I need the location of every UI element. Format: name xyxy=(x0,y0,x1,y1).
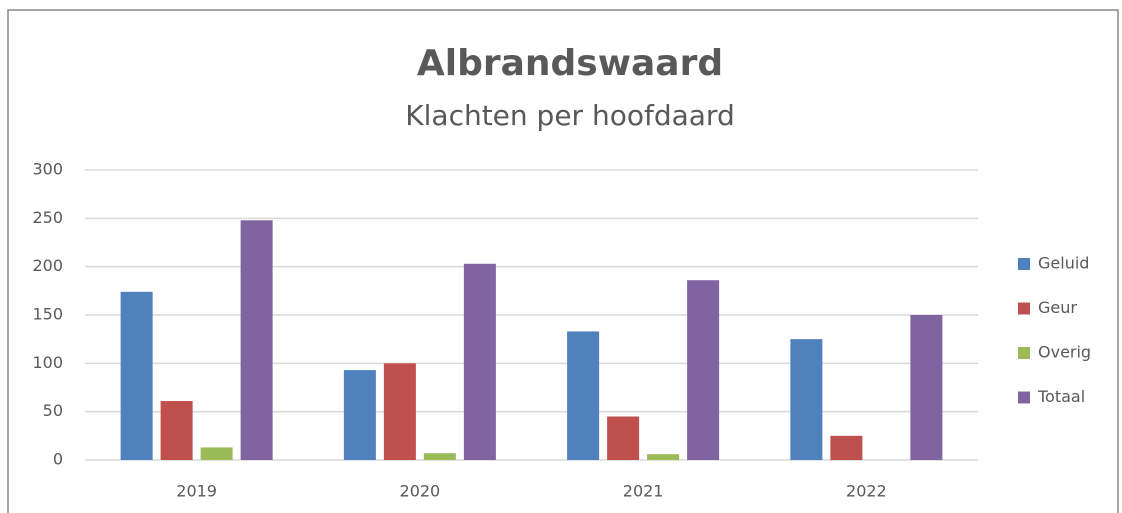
bar xyxy=(687,280,720,460)
legend-label: Geluid xyxy=(1038,254,1089,273)
y-tick-label: 200 xyxy=(32,256,63,275)
legend-label: Overig xyxy=(1038,343,1091,362)
y-tick-label: 0 xyxy=(53,450,63,469)
y-tick-label: 300 xyxy=(32,160,63,179)
legend-swatch xyxy=(1018,347,1030,359)
bar xyxy=(240,220,273,460)
bar xyxy=(343,370,376,460)
bar xyxy=(160,401,193,460)
x-tick-label: 2020 xyxy=(400,482,441,501)
chart-subtitle: Klachten per hoofdaard xyxy=(405,99,734,132)
legend-label: Totaal xyxy=(1037,387,1085,406)
legend-swatch xyxy=(1018,391,1030,404)
bar xyxy=(383,363,416,460)
legend-swatch xyxy=(1018,258,1030,270)
y-tick-label: 250 xyxy=(32,208,63,227)
y-tick-label: 150 xyxy=(32,305,63,324)
bar xyxy=(790,339,823,460)
bar xyxy=(200,447,233,460)
legend-label: Geur xyxy=(1038,298,1077,317)
y-tick-label: 100 xyxy=(32,353,63,372)
x-tick-label: 2019 xyxy=(176,482,217,501)
legend-swatch xyxy=(1018,302,1030,315)
bar xyxy=(120,291,153,460)
x-tick-label: 2021 xyxy=(623,482,664,501)
bar xyxy=(463,263,496,460)
y-tick-label: 50 xyxy=(43,401,63,420)
bar xyxy=(910,315,943,460)
bar xyxy=(647,454,680,460)
bar xyxy=(567,331,600,460)
x-tick-label: 2022 xyxy=(846,482,887,501)
chart-title: Albrandswaard xyxy=(417,43,723,84)
bar xyxy=(423,453,456,460)
bar xyxy=(830,435,863,460)
bar xyxy=(607,416,640,460)
